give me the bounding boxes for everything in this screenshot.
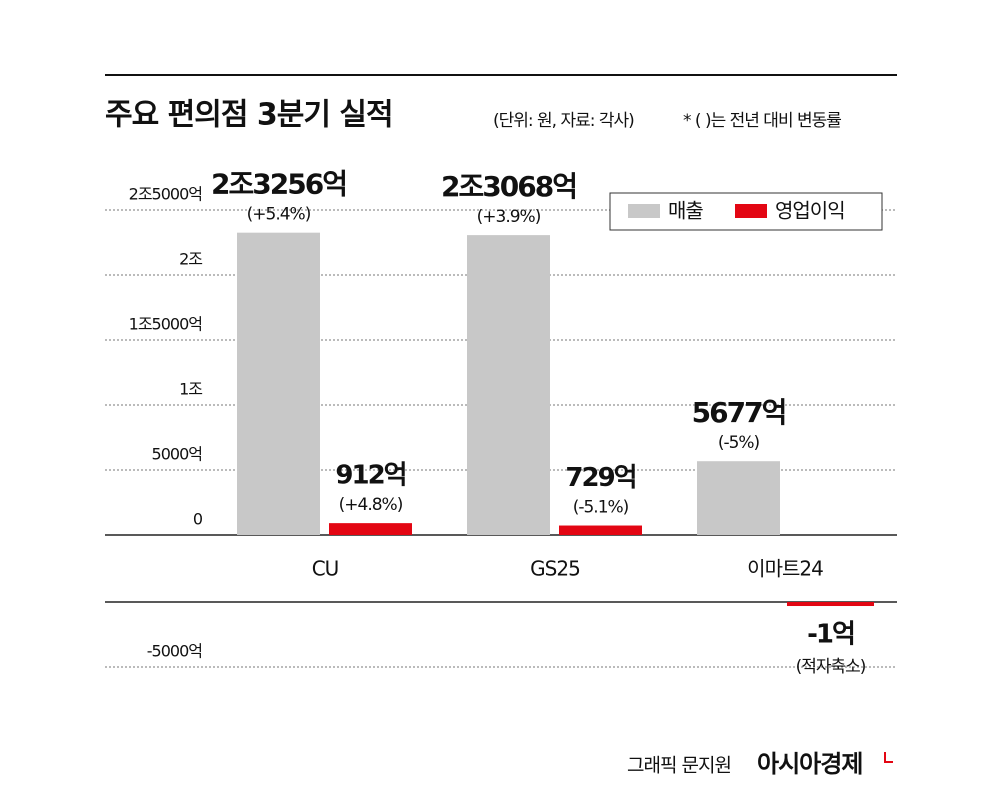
change-label: (+4.8%) xyxy=(339,495,403,515)
value-label: 2조3256억 xyxy=(211,168,346,201)
x-tick-label: GS25 xyxy=(530,557,580,581)
change-label: (+3.9%) xyxy=(477,207,541,227)
change-label: (-5%) xyxy=(718,433,760,453)
y-tick-label: -5000억 xyxy=(147,642,202,661)
bar xyxy=(467,235,550,535)
bar xyxy=(697,461,780,535)
legend-label: 영업이익 xyxy=(775,199,845,223)
y-tick-label: 1조5000억 xyxy=(129,315,202,334)
y-tick-label: 5000억 xyxy=(152,445,202,464)
chart-note: * ( )는 전년 대비 변동률 xyxy=(683,111,841,131)
legend-swatch xyxy=(628,204,660,218)
y-tick-label: 0 xyxy=(193,510,203,529)
value-label: 5677억 xyxy=(692,396,786,429)
legend-swatch xyxy=(735,204,767,218)
change-label: (-5.1%) xyxy=(573,498,629,518)
y-tick-label: 2조 xyxy=(179,250,202,269)
value-label: 729억 xyxy=(565,463,635,493)
y-tick-label: 2조5000억 xyxy=(129,185,202,204)
x-tick-label: CU xyxy=(312,557,339,581)
chart-subtitle: (단위: 원, 자료: 각사) xyxy=(493,111,634,131)
chart-title: 주요 편의점 3분기 실적 xyxy=(105,98,393,133)
bar xyxy=(559,525,642,535)
x-tick-label: 이마트24 xyxy=(747,557,823,581)
change-label: (적자축소) xyxy=(796,657,866,677)
brand-icon xyxy=(884,752,893,763)
value-label: 2조3068억 xyxy=(441,170,576,203)
bar xyxy=(329,523,412,535)
y-tick-label: 1조 xyxy=(179,380,202,399)
legend-label: 매출 xyxy=(668,199,703,223)
value-label: -1억 xyxy=(807,620,854,650)
change-label: (+5.4%) xyxy=(247,205,311,225)
brand: 아시아경제 xyxy=(757,750,862,778)
credit: 그래픽 문지원 xyxy=(627,755,731,777)
value-label: 912억 xyxy=(335,461,405,491)
bar xyxy=(237,232,320,535)
